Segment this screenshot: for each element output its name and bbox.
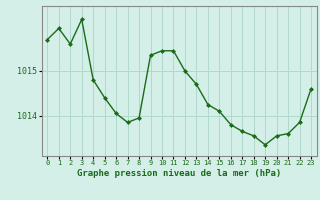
X-axis label: Graphe pression niveau de la mer (hPa): Graphe pression niveau de la mer (hPa) (77, 169, 281, 178)
